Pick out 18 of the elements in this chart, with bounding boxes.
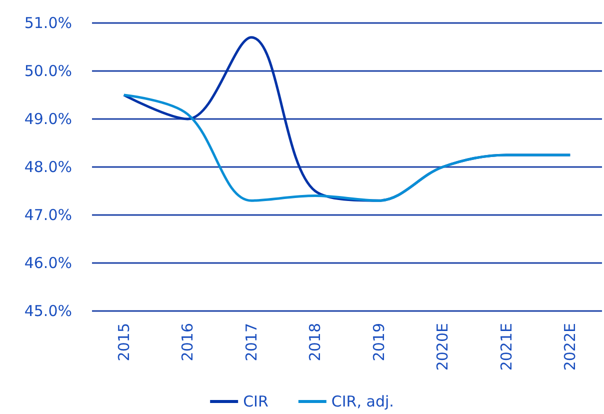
x-tick-label: 2022E [561, 323, 580, 371]
y-tick-label: 48.0% [24, 158, 72, 176]
x-tick-label: 2020E [434, 323, 452, 371]
y-tick-label: 50.0% [24, 62, 72, 80]
x-tick-label: 2018 [306, 323, 324, 362]
y-tick-label: 46.0% [24, 254, 72, 272]
x-tick-label: 2015 [114, 323, 133, 362]
y-tick-label: 51.0% [24, 14, 72, 32]
x-tick-label: 2016 [178, 323, 197, 362]
legend-label: CIR [243, 392, 268, 410]
x-tick-label: 2017 [242, 323, 260, 362]
y-tick-label: 45.0% [24, 302, 72, 320]
line-series [122, 94, 572, 202]
legend-label: CIR, adj. [331, 392, 394, 410]
y-tick-label: 47.0% [24, 206, 72, 224]
x-tick-label: 2019 [370, 323, 388, 362]
x-tick-label: 2021E [497, 323, 516, 371]
y-tick-label: 49.0% [24, 110, 72, 128]
